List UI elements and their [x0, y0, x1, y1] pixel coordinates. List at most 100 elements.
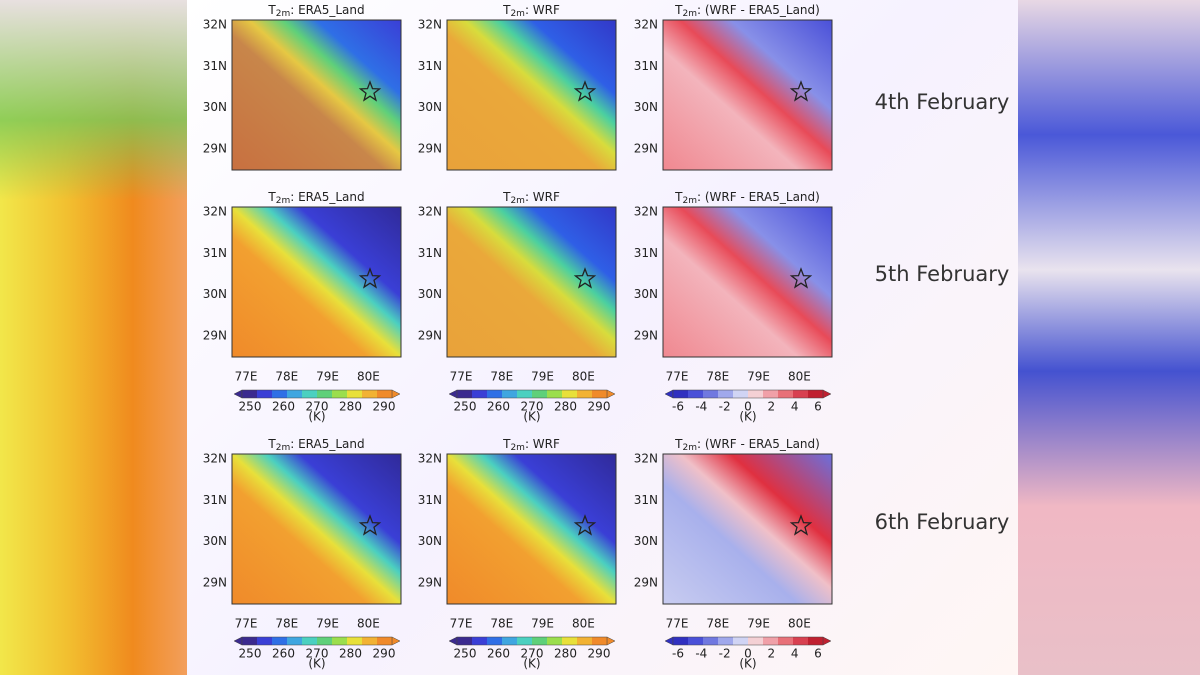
colorbar-swatch: [362, 637, 378, 645]
colorbar-swatch: [763, 390, 779, 398]
colorbar-end: [822, 389, 832, 399]
lon-label: 80E: [572, 370, 595, 384]
title-base: T: [674, 190, 683, 204]
lat-label: 32N: [203, 18, 227, 32]
lat-label: 29N: [203, 141, 227, 155]
panel-title: T2m: WRF: [502, 3, 560, 19]
colorbar-label: -6: [672, 647, 684, 661]
map: [446, 206, 617, 358]
lat-label: 31N: [418, 59, 442, 73]
colorbar-label: 280: [339, 400, 362, 414]
colorbar-swatch: [317, 637, 333, 645]
lat-label: 29N: [203, 328, 227, 342]
colorbar-label: -2: [719, 400, 731, 414]
colorbar-frame: [456, 636, 608, 646]
colorbar-swatch: [673, 637, 689, 645]
colorbar-label: 260: [272, 400, 295, 414]
panel-title: T2m: WRF: [502, 190, 560, 206]
colorbar-swatch: [472, 637, 488, 645]
lon-label: 78E: [706, 617, 729, 631]
lon-label: 78E: [490, 617, 513, 631]
station-star: [789, 80, 813, 102]
colorbar-swatch: [502, 637, 518, 645]
lon-label: 80E: [357, 370, 380, 384]
lon-label: 78E: [490, 370, 513, 384]
title-rest: : WRF: [525, 3, 560, 17]
colorbar-label: 290: [588, 647, 611, 661]
lon-label: 79E: [531, 617, 554, 631]
colorbar-frame: [672, 389, 824, 399]
lat-label: 32N: [634, 205, 658, 219]
colorbar-label: 250: [239, 647, 262, 661]
lat-label: 31N: [418, 493, 442, 507]
colorbar-swatch: [377, 390, 393, 398]
lon-label: 79E: [531, 370, 554, 384]
colorbar-end: [391, 636, 401, 646]
title-base: T: [267, 3, 276, 17]
colorbar-swatch: [287, 390, 303, 398]
colorbar-swatch: [517, 390, 533, 398]
colorbar-swatch: [377, 637, 393, 645]
map: [446, 453, 617, 605]
lon-label: 77E: [666, 617, 689, 631]
title-base: T: [502, 3, 511, 17]
colorbar-swatch: [562, 637, 578, 645]
lon-label: 79E: [316, 370, 339, 384]
colorbar-swatch: [748, 637, 764, 645]
colorbar-swatch: [703, 390, 719, 398]
lat-label: 32N: [203, 205, 227, 219]
lon-label: 79E: [747, 617, 770, 631]
colorbar-swatch: [577, 637, 593, 645]
colorbar-frame: [456, 389, 608, 399]
colorbar-swatch: [317, 390, 333, 398]
colorbar-swatch: [688, 390, 704, 398]
station-star: [789, 267, 813, 289]
lat-label: 31N: [203, 493, 227, 507]
colorbar-swatch: [487, 390, 503, 398]
colorbar-end: [606, 636, 616, 646]
lat-label: 30N: [203, 100, 227, 114]
colorbar-end: [606, 389, 616, 399]
map: [231, 206, 402, 358]
colorbar-label: 4: [791, 400, 799, 414]
title-rest: : WRF: [525, 190, 560, 204]
colorbar-swatch: [457, 390, 473, 398]
colorbar-label: 2: [768, 647, 776, 661]
colorbar-swatch: [763, 637, 779, 645]
lat-label: 31N: [634, 493, 658, 507]
lat-label: 29N: [418, 575, 442, 589]
title-sub: 2m: [510, 196, 525, 206]
lon-label: 80E: [357, 617, 380, 631]
lat-label: 30N: [203, 287, 227, 301]
lon-label: 77E: [450, 617, 473, 631]
background-right: [1018, 0, 1200, 675]
colorbar-swatch: [502, 390, 518, 398]
colorbar-swatch: [733, 390, 749, 398]
colorbar-label: 270: [521, 647, 544, 661]
colorbar-label: -6: [672, 400, 684, 414]
lon-label: 78E: [706, 370, 729, 384]
panel-title: T2m: ERA5_Land: [267, 190, 364, 206]
colorbar-label: 6: [814, 647, 822, 661]
colorbar-swatch: [302, 637, 318, 645]
colorbar-swatch: [302, 390, 318, 398]
colorbar-unit: (K): [523, 657, 540, 671]
colorbar-swatch: [778, 637, 794, 645]
panel-title: T2m: (WRF - ERA5_Land): [674, 3, 820, 19]
title-sub: 2m: [276, 443, 291, 453]
title-base: T: [674, 3, 683, 17]
row-label: 5th February: [875, 262, 1010, 286]
lat-label: 32N: [203, 452, 227, 466]
colorbar-frame: [241, 636, 393, 646]
colorbar-swatch: [793, 390, 809, 398]
map: [662, 453, 833, 605]
lat-label: 31N: [634, 246, 658, 260]
colorbar-swatch: [778, 390, 794, 398]
row-label: 6th February: [875, 510, 1010, 534]
colorbar-swatch: [748, 390, 764, 398]
lat-label: 31N: [203, 246, 227, 260]
colorbar-label: 0: [744, 400, 752, 414]
lon-label: 80E: [788, 370, 811, 384]
